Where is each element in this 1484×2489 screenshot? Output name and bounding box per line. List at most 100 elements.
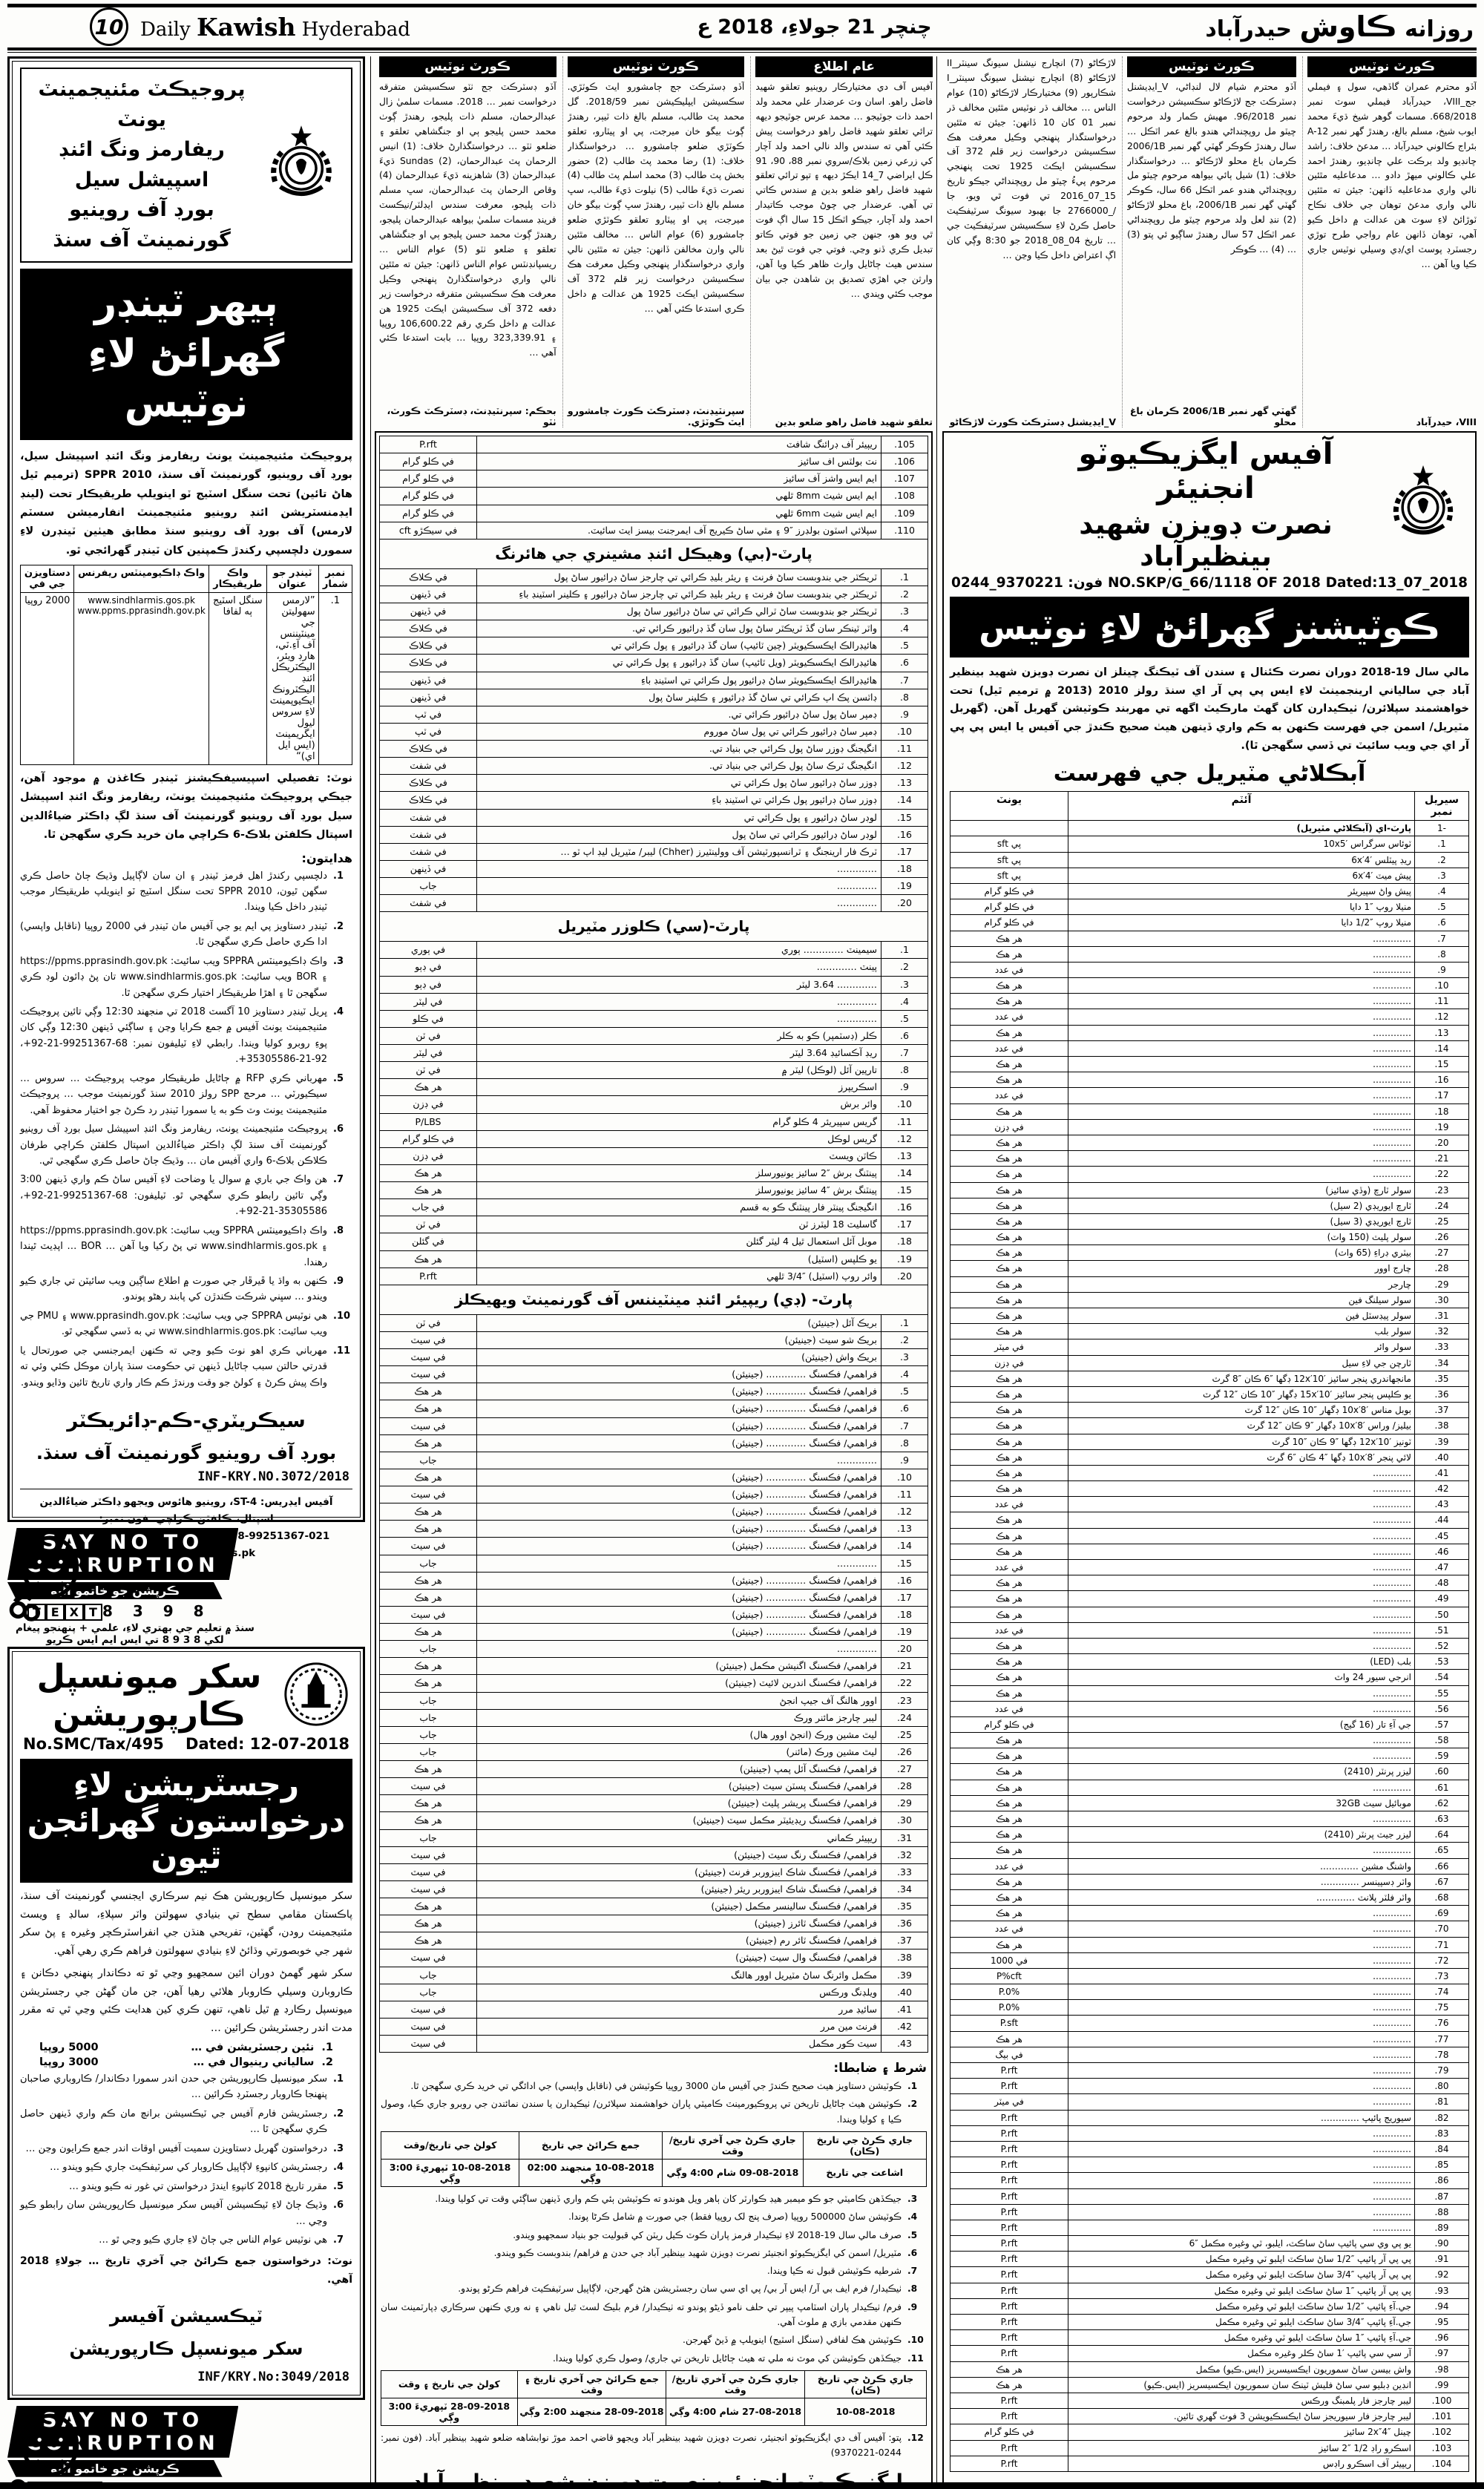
table-row: 15. پينٽنگ برش ″4 سائيز يونيورسلز هر هڪ <box>379 1181 928 1200</box>
text-digits: 8 3 9 8 <box>102 2480 211 2485</box>
table-row: 56.…………. في عدد <box>950 1700 1469 1717</box>
cell-serial: 12. <box>881 1503 928 1521</box>
cell-item: بيٽري ڊراءِ (65 واٽ) <box>1068 1244 1415 1262</box>
table-row: 78.…………. في بيگ <box>950 2046 1469 2064</box>
date-table-cell: 28-09-2018 ٽپهريءَ 3:00 وڳي <box>381 2397 518 2426</box>
cell-unit: P.sft <box>950 2015 1068 2032</box>
cell-unit: في ڏينهن <box>379 585 477 604</box>
cell-serial: 12. <box>1414 1009 1469 1026</box>
list-item: 3. جيڪڏهن ڪاميٽي جو ڪو ميمبر هيڊ ڪوارٽر ک… <box>381 2191 927 2206</box>
list-item: 11. جيڪڏهن ڪوٽيشن کي موٽ نه ملي ته هيٺ ڄا… <box>381 2351 927 2366</box>
cell-unit: في ٽن <box>379 1216 477 1234</box>
cell-serial: 19. <box>881 1250 928 1268</box>
table-row: 10. فراهمي/ فڪسنگ …………. (جينيئن) هر هڪ <box>379 1468 928 1487</box>
cell-serial: 24. <box>881 1708 928 1727</box>
cell-unit: هر هڪ <box>950 1794 1068 1812</box>
text-letter-box: E <box>45 2481 65 2485</box>
cell-unit: في بيگ <box>950 2046 1068 2064</box>
text-letter-box: T <box>27 2481 46 2485</box>
cell-unit: P.0% <box>950 1999 1068 2016</box>
cell-item: مڪمل وائرنگ ساڻ مٽيريل اوور هالنگ <box>476 1966 881 1984</box>
cell-serial: 3. <box>1414 867 1469 884</box>
cell-unit: هر هڪ <box>379 1383 477 1401</box>
cell-unit: هر هڪ <box>950 1763 1068 1780</box>
cell-item: واٽر ٽينڪر سان گڏ ٽريڪٽر ساڻ پول سان گڏ … <box>476 620 881 638</box>
cell-serial: 41. <box>1414 1464 1469 1482</box>
cell-unit: هر هڪ <box>950 1197 1068 1214</box>
table-header-row: سيريل نمبر آئٽم يونٽ <box>950 791 1469 822</box>
smc-title: سکر ميونسپل ڪارپوريشن <box>36 1658 262 1734</box>
cell-serial: 94. <box>1414 2298 1469 2315</box>
table-row: 10.…………. هر هڪ <box>950 977 1469 994</box>
cell-item: بلب (LED) <box>1068 1653 1415 1670</box>
cell-item: …………. <box>1068 1118 1415 1135</box>
issue-dates-table-1: جاري ڪرڻ جي تاريخ (ڪان) جاري ڪرڻ جي آخري … <box>380 2131 927 2187</box>
cell-serial: 19. <box>1414 1118 1469 1135</box>
table-row: 61.…………. هر هڪ <box>950 1779 1469 1796</box>
cell-unit: هر هڪ <box>950 1464 1068 1482</box>
ee-intro-paragraph: مالي سال 19-2018 دوران نصرت ڪئنال ۽ سندن… <box>950 666 1470 752</box>
cell-item: …………. <box>1068 2140 1415 2158</box>
list-item-number: 2. <box>907 2099 918 2110</box>
table-row: 11. انگيجنگ ڊوزر ساڻ پول ڪرائي جي بنياد ت… <box>379 739 928 758</box>
cell-unit: P.rft <box>950 2109 1068 2126</box>
cell-serial: 85. <box>1414 2157 1469 2174</box>
list-item-text: سکر ميونسپل ڪارپوريشن جي حدن اندر سمورا … <box>20 2073 327 2101</box>
cell-item: …………. <box>1068 1748 1415 1765</box>
table-row: 22. فراهمي/ فڪسنگ اندرين لائيٽ (جينيئن) هر… <box>379 1674 928 1693</box>
cell-item: …………. <box>476 992 881 1011</box>
cell-unit: في سيٽ <box>379 1863 477 1881</box>
table-row: 9.…………. جاب <box>379 1451 928 1469</box>
cell-item: …………. <box>476 1451 881 1469</box>
cell-item: پيش واڻ سپيريئر <box>1068 882 1415 900</box>
table-row: 75.…………. P.0% <box>950 1999 1469 2016</box>
cell-serial: 17. <box>881 1588 928 1607</box>
classified-footer: V_ايڊيشنل ڊسٽرڪٽ ڪورٽ لاڙڪاڻو <box>949 416 1116 427</box>
cell-serial: 13. <box>881 1520 928 1538</box>
cell-item: ليٿ مشين ورڪ (انجڻ اوور هال) <box>476 1725 881 1744</box>
list-item-text: هن واڪ جي باري ۾ سوال يا وضاحت لاءِ آفيس… <box>20 1174 327 1218</box>
cell-serial: 13. <box>1414 1024 1469 1041</box>
list-item-number: 6. <box>333 1124 344 1135</box>
table-row: 16. انگيجنگ پينٽر فار پينٽنگ ڪو به قسم في … <box>379 1198 928 1217</box>
date-table-cell: 10-08-2018 منجهند 02:00 وڳي <box>519 2158 663 2187</box>
table-row: 37. بوبل مناس ′10x′8 ڊگهار ″10 ڪان ″12 گر… <box>950 1402 1469 1419</box>
date-table-cell: 28-09-2018 منجهند 2:00 وڳي <box>516 2397 667 2426</box>
cell-unit: في سيٽ <box>379 1331 477 1350</box>
cell-item: …………. <box>1068 2172 1415 2189</box>
cell-unit: هر هڪ <box>379 1400 477 1418</box>
table-row: 65.…………. هر هڪ <box>950 1842 1469 1859</box>
list-item-number: 3. <box>333 955 344 967</box>
table-row: 109. ايم ايس شيٽ 6mm ٿلهي في ڪلو گرام <box>379 504 928 522</box>
cell-serial: 7. <box>881 1043 928 1063</box>
cell-item: سپلائي اسٽون بولڊرز ″9 ۽ مٿي ساڻ ڪيريج آ… <box>476 521 881 540</box>
cell-serial: 33. <box>881 1863 928 1881</box>
table-row: 80.…………. P.rft <box>950 2078 1469 2095</box>
cell-item: سيمينٽ …………. ٻوري <box>476 941 881 960</box>
cell-serial: 101. <box>1414 2408 1469 2425</box>
table-row: 6. هائيڊرالڪ ايڪسڪيويٽر (ويل ٽائيپ) سان گ… <box>379 654 928 672</box>
cell-serial: 107. <box>881 470 928 488</box>
cell-unit: هر هڪ <box>950 1842 1068 1859</box>
col-unit: يونٽ <box>950 791 1068 822</box>
list-item-number: 1. <box>333 870 344 882</box>
list-item-text: فرم/ ٺيڪيدار پاران اسٽامپ پيپر تي حلف نا… <box>381 2301 902 2327</box>
cell-unit: جاب <box>379 1742 477 1762</box>
list-item: 5. مهرباني ڪري RFP ۾ ڄاڻايل طريقيڪار موجب… <box>20 1071 352 1118</box>
cell-item: فراهمي/ فڪسنگ …………. (جينيئن) <box>476 1468 881 1487</box>
cell-serial: 15. <box>881 1181 928 1200</box>
part-title: پارٽ-(سي) ڪلوزر مٽيريل <box>379 911 928 942</box>
cell-serial: 12. <box>881 757 928 775</box>
table-row: 76.…………. P.sft <box>950 2015 1469 2032</box>
table-row: 33. فراهمي/ فڪسنگ شاڪ ايبزوربر فرنٽ (جيني… <box>379 1863 928 1881</box>
cell-serial: 39. <box>881 1966 928 1984</box>
cell-unit: هر هڪ <box>950 1213 1068 1230</box>
cell-item: …………. <box>1068 1621 1415 1639</box>
cell-item: بوبل مناس ′10x′8 ڊگهار ″10 ڪان ″12 گرٽ <box>1068 1402 1415 1419</box>
cell-unit: هر هڪ <box>379 1915 477 1933</box>
cell-serial: 22. <box>881 1674 928 1693</box>
cell-item: ٽارچ ايوريڊي (2 سيل) <box>1068 1197 1415 1214</box>
cell-item: سيوريج پائيپ …………. <box>1068 2109 1415 2126</box>
table-row: 73.…………. P%cft <box>950 1967 1469 1985</box>
